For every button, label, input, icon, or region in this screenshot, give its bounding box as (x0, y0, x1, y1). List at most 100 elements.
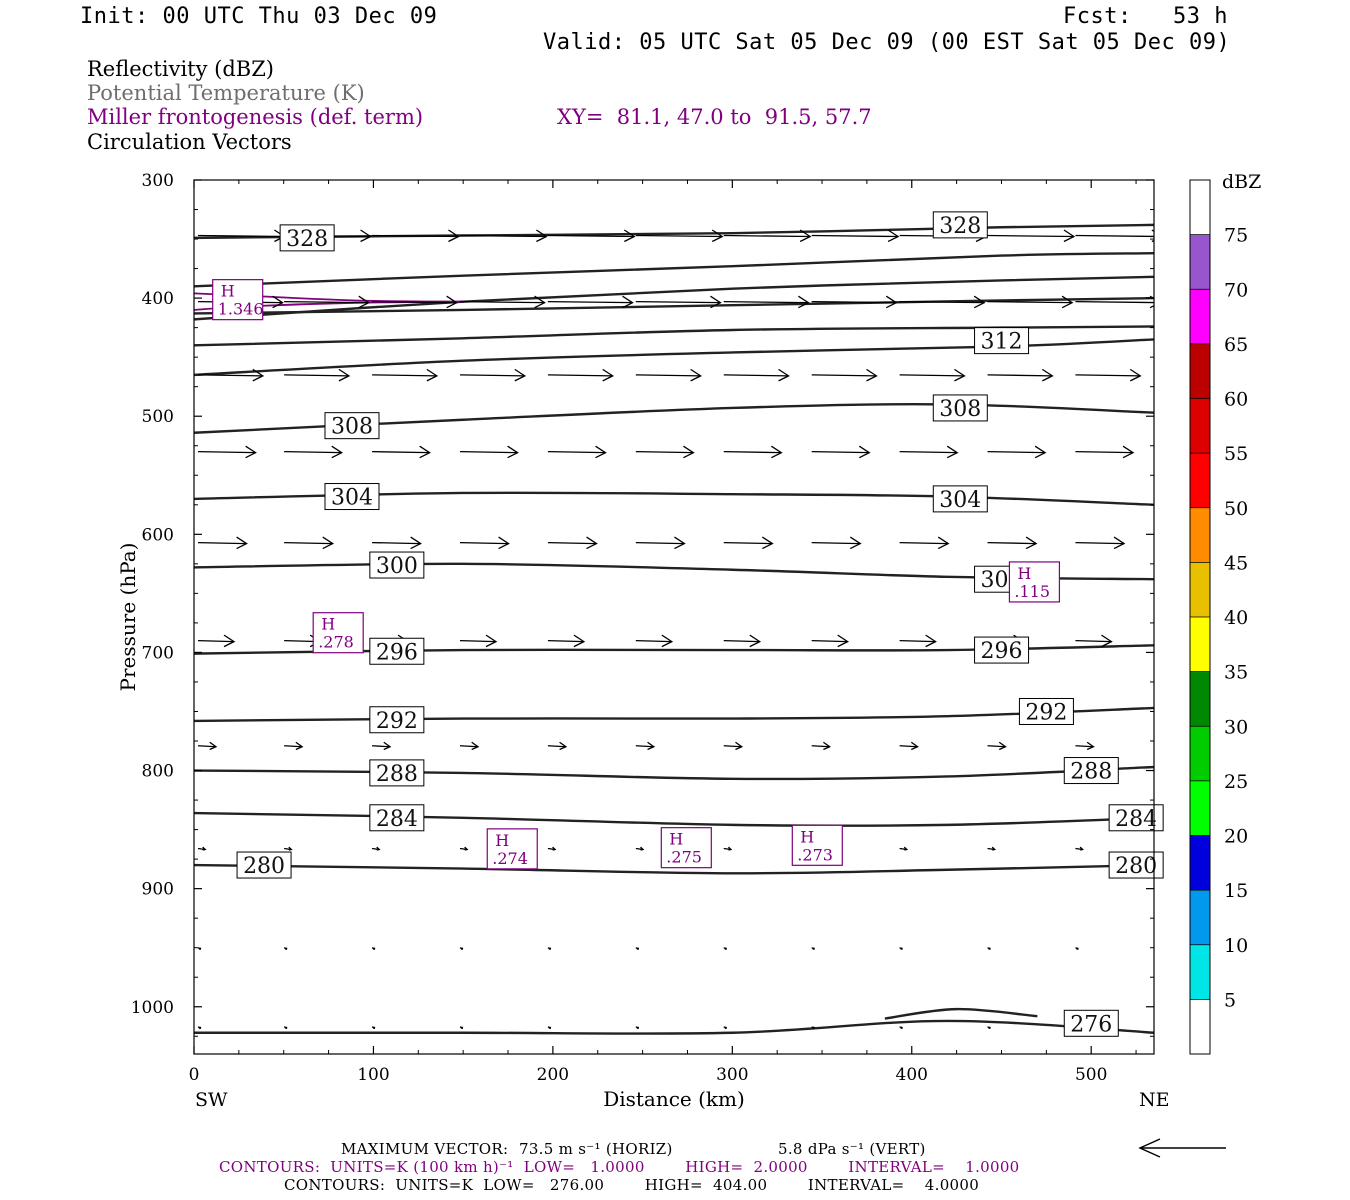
theta-contour-4 (194, 325, 1154, 347)
high-marker-value: .274 (492, 849, 528, 868)
circulation-vector-7-10 (1075, 846, 1085, 851)
frontogenesis-high-3: H.274 (486, 828, 538, 870)
contour-label-text: 304 (939, 488, 981, 513)
circulation-vector-3-0 (197, 445, 257, 459)
circulation-vector-9-3 (459, 1026, 464, 1030)
circulation-vector-6-0 (197, 741, 218, 751)
contour-label-text: 308 (939, 397, 981, 422)
contour-label-7: 300 (369, 551, 425, 579)
colorbar-title: dBZ (1222, 171, 1261, 193)
x-tick-label: 400 (896, 1065, 928, 1085)
circulation-vector-0-7 (811, 229, 900, 243)
contour-label-text: 288 (376, 762, 418, 787)
circulation-vector-7-9 (987, 846, 997, 851)
circulation-vector-2-8 (899, 368, 966, 382)
max-vector-horizontal: 73.5 m s⁻¹ (HORIZ) (519, 1140, 673, 1158)
colorbar-label: 25 (1224, 771, 1248, 793)
circulation-vector-3-2 (372, 445, 431, 459)
colorbar-segment (1190, 835, 1210, 891)
circulation-vector-4-8 (899, 536, 950, 550)
circulation-vector-1-7 (811, 295, 898, 309)
frontogenesis-high-4: H.275 (660, 827, 712, 869)
colorbar-segment (1190, 289, 1210, 344)
circulation-vector-1-5 (635, 295, 722, 309)
contour-label-text: 328 (286, 227, 328, 252)
circulation-vector-5-0 (197, 634, 236, 648)
frontogenesis-high-5: H.273 (791, 824, 843, 866)
high-marker-value: .278 (318, 633, 354, 652)
circulation-vector-6-5 (635, 741, 656, 751)
circulation-vector-8-4 (547, 947, 552, 950)
contour-label-text: 296 (981, 639, 1023, 664)
colorbar-label: 75 (1224, 225, 1248, 247)
circulation-vector-5-5 (635, 634, 674, 648)
colorbar-segment (1190, 453, 1210, 508)
y-tick-label: 300 (142, 171, 174, 191)
contour-label-text: 276 (1070, 1012, 1112, 1037)
circulation-vector-4-3 (459, 536, 510, 550)
circulation-vector-9-7 (811, 1026, 815, 1030)
circulation-vector-7-1 (284, 846, 293, 851)
theta-contour-1 (194, 252, 1154, 288)
colorbar-segment (1190, 780, 1210, 836)
contours-frontogenesis-info: CONTOURS: UNITS=K (100 km h)⁻¹ LOW= 1.00… (219, 1158, 1020, 1176)
x-tick-label: 0 (189, 1065, 200, 1085)
high-marker-value: .115 (1014, 582, 1050, 601)
high-marker-letter: H (221, 282, 235, 301)
colorbar-segment (1190, 234, 1210, 290)
circulation-vector-6-10 (1075, 741, 1095, 751)
contour-label-text: 280 (243, 854, 285, 879)
high-marker-letter: H (321, 615, 335, 634)
circulation-vector-0-3 (459, 229, 548, 243)
circulation-vector-0-2 (372, 229, 460, 243)
field-potential-temperature: Potential Temperature (K) (87, 81, 365, 105)
colorbar-label: 45 (1224, 552, 1248, 574)
circulation-vector-7-4 (547, 846, 557, 851)
circulation-vector-7-5 (635, 846, 645, 851)
high-marker-letter: H (800, 827, 814, 846)
field-circulation-vectors: Circulation Vectors (87, 130, 292, 154)
circulation-vector-2-4 (547, 368, 615, 382)
circulation-vector-2-7 (811, 368, 878, 382)
y-tick-label: 1000 (131, 998, 174, 1018)
circulation-vector-5-3 (459, 634, 498, 648)
theta-contour-5 (194, 338, 1154, 377)
y-tick-label: 900 (142, 880, 174, 900)
circulation-vector-2-0 (197, 368, 265, 382)
circulation-vector-1-2 (372, 295, 458, 309)
colorbar-label: 5 (1224, 989, 1236, 1011)
theta-contour-10 (194, 706, 1154, 723)
colorbar-label: 70 (1224, 279, 1248, 301)
contour-label-9: 296 (369, 637, 425, 665)
circulation-vector-9-4 (547, 1026, 552, 1030)
circulation-vector-3-1 (284, 445, 344, 459)
circulation-vector-3-5 (635, 445, 695, 459)
circulation-vector-9-6 (723, 1026, 727, 1030)
x-endpoint-right: NE (1139, 1089, 1170, 1111)
valid-time: Valid: 05 UTC Sat 05 Dec 09 (00 EST Sat … (543, 30, 1231, 55)
circulation-vector-8-8 (899, 947, 903, 950)
colorbar-segment (1190, 507, 1210, 563)
circulation-vector-2-9 (987, 368, 1054, 382)
contour-label-text: 284 (376, 807, 418, 832)
contour-label-text: 296 (376, 640, 418, 665)
circulation-vector-4-7 (811, 536, 862, 550)
theta-contour-2 (194, 275, 1154, 321)
circulation-vector-9-1 (283, 1026, 288, 1030)
colorbar-segment (1190, 343, 1210, 399)
circulation-vector-3-6 (723, 445, 783, 459)
circulation-vector-5-7 (811, 634, 849, 648)
contour-label-3: 308 (324, 412, 380, 440)
circulation-vector-2-1 (284, 368, 351, 382)
colorbar-segment (1190, 726, 1210, 781)
circulation-vector-4-5 (635, 536, 686, 550)
contour-label-text: 328 (939, 214, 981, 239)
circulation-vector-5-10 (1075, 634, 1113, 648)
high-marker-value: .273 (797, 845, 833, 864)
cross-section-endpoints: XY= 81.1, 47.0 to 91.5, 57.7 (557, 105, 872, 129)
colorbar-label: 10 (1224, 935, 1248, 957)
circulation-vector-0-0 (197, 229, 286, 243)
y-tick-label: 600 (142, 525, 174, 545)
circulation-vector-7-3 (459, 846, 469, 851)
